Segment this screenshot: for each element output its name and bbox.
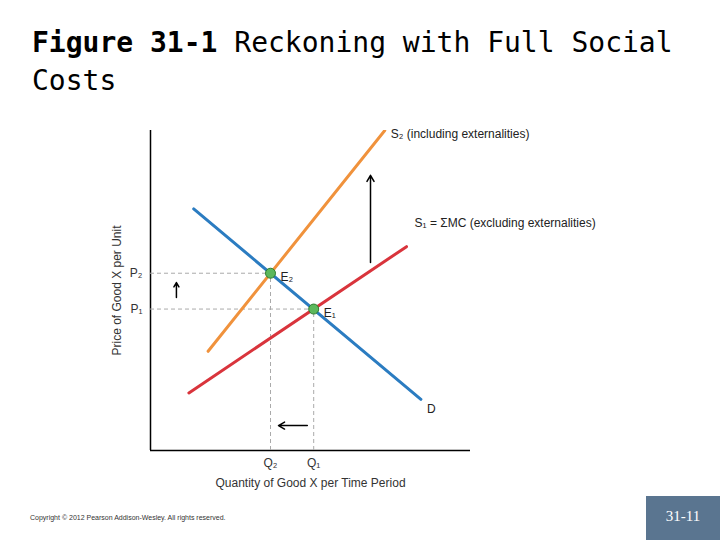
- svg-text:E₂: E₂: [281, 270, 294, 284]
- html-text:31-11: 31-11: [665, 508, 701, 524]
- svg-text:Q₂: Q₂: [264, 456, 278, 470]
- html-text:Copyright © 2012 Pearson Addis: Copyright © 2012 Pearson Addison-Wesley.…: [30, 514, 226, 521]
- svg-text:S₂ (including externalities): S₂ (including externalities): [391, 127, 530, 141]
- svg-text:P₂: P₂: [130, 266, 143, 280]
- html-text:Figure 31-1 Reckoning with Ful: Figure 31-1 Reckoning with Full Social C…: [32, 26, 673, 97]
- svg-text:S₁ = ΣMC (excluding externalit: S₁ = ΣMC (excluding externalities): [415, 216, 596, 230]
- svg-text:Price of Good X per Unit: Price of Good X per Unit: [110, 225, 124, 356]
- svg-text:Q₁: Q₁: [307, 456, 320, 470]
- svg-text:D: D: [427, 402, 436, 416]
- svg-text:Quantity of Good X per Time Pe: Quantity of Good X per Time Period: [215, 476, 405, 490]
- svg-text:P₁: P₁: [130, 302, 142, 316]
- svg-text:E₁: E₁: [324, 306, 336, 320]
